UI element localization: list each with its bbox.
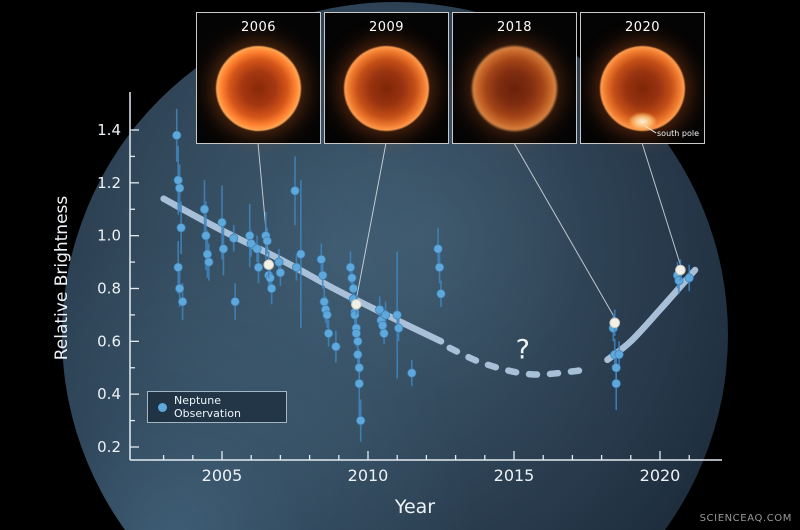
- x-tick-label: 2010: [348, 466, 389, 485]
- data-point: [614, 349, 624, 360]
- data-point: [246, 239, 256, 249]
- highlighted-data-point: [609, 317, 621, 329]
- data-point: [436, 289, 446, 299]
- data-point: [356, 416, 366, 426]
- inset-image-2018: 2018: [452, 12, 577, 144]
- data-point: [347, 273, 357, 283]
- data-point: [291, 262, 302, 272]
- inset-image-2006: 2006: [196, 12, 321, 144]
- data-point: [379, 328, 389, 338]
- data-point: [351, 328, 361, 338]
- x-tick-label: 2015: [494, 466, 535, 485]
- data-point: [331, 342, 341, 352]
- y-axis-title: Relative Brightness: [52, 195, 72, 361]
- watermark: SCIENCEAQ.COM: [699, 513, 792, 524]
- inset-year-label: 2020: [624, 20, 661, 35]
- data-point: [316, 254, 326, 264]
- highlighted-data-point: [675, 264, 686, 276]
- data-point: [217, 217, 227, 228]
- data-point: [230, 297, 240, 307]
- data-point: [218, 244, 229, 254]
- y-tick-label: 0.6: [97, 332, 121, 350]
- inset-connector-line: [641, 142, 681, 266]
- data-point: [324, 328, 334, 338]
- data-point: [178, 297, 188, 307]
- data-point: [173, 175, 183, 185]
- x-tick-label: 2020: [640, 466, 681, 485]
- data-point: [353, 349, 363, 360]
- highlighted-data-point: [351, 299, 362, 310]
- inset-connector-line: [355, 142, 387, 300]
- data-point: [434, 262, 445, 272]
- data-point: [394, 323, 404, 333]
- data-point: [290, 186, 300, 196]
- y-tick-label: 0.4: [97, 385, 121, 403]
- highlighted-data-point: [263, 259, 275, 271]
- data-point: [274, 257, 284, 267]
- data-point: [674, 276, 684, 286]
- data-point: [204, 257, 214, 267]
- legend: Neptune Observation: [147, 391, 287, 423]
- south-pole-bright-spot: [629, 113, 656, 130]
- data-point: [322, 310, 332, 320]
- y-tick-label: 0.2: [97, 438, 121, 456]
- inset-image-2009: 2009: [324, 12, 449, 144]
- data-point: [407, 368, 417, 378]
- data-point: [172, 130, 182, 140]
- data-point: [229, 233, 239, 243]
- data-point: [176, 223, 186, 233]
- x-axis-title: Year: [394, 496, 436, 518]
- y-tick-label: 0.8: [97, 280, 121, 298]
- data-point: [175, 183, 185, 193]
- data-point: [433, 244, 443, 254]
- legend-label: Neptune Observation: [174, 394, 241, 420]
- data-point: [611, 379, 621, 389]
- data-point: [245, 231, 255, 241]
- data-point: [265, 273, 275, 283]
- data-point: [319, 297, 329, 307]
- data-point: [380, 310, 391, 320]
- data-point: [353, 336, 363, 346]
- data-point: [253, 262, 264, 272]
- data-point: [275, 268, 285, 278]
- neptune-thermal-disk: [472, 46, 557, 131]
- data-point: [378, 320, 388, 331]
- data-point: [345, 262, 356, 272]
- legend-marker-icon: [158, 402, 167, 412]
- inset-connector-line: [513, 142, 616, 319]
- x-tick-label: 2005: [202, 466, 243, 485]
- data-point: [262, 236, 272, 246]
- data-point: [354, 363, 364, 373]
- data-point: [392, 310, 402, 320]
- y-tick-label: 1.0: [97, 227, 121, 245]
- inset-year-label: 2006: [240, 20, 277, 35]
- neptune-thermal-disk: [344, 46, 429, 131]
- data-point: [611, 363, 621, 373]
- trend-curve-dotted: [446, 344, 585, 378]
- data-point: [173, 262, 183, 272]
- data-point: [684, 273, 694, 283]
- y-tick-label: 1.4: [97, 121, 121, 139]
- data-point: [201, 231, 211, 241]
- data-point: [202, 249, 212, 259]
- data-point: [350, 310, 360, 320]
- data-point: [267, 283, 277, 294]
- data-point: [354, 379, 364, 389]
- data-point: [175, 283, 185, 294]
- data-point: [252, 244, 262, 254]
- y-tick-label: 1.2: [97, 174, 121, 192]
- data-point: [348, 283, 358, 294]
- question-mark-annotation: ?: [516, 335, 530, 366]
- data-point: [199, 204, 210, 214]
- data-point: [375, 305, 385, 315]
- inset-year-label: 2018: [496, 20, 533, 35]
- inset-image-2020: 2020 south pole: [580, 12, 705, 144]
- inset-year-label: 2009: [368, 20, 405, 35]
- data-point: [318, 270, 328, 280]
- south-pole-label: south pole: [657, 129, 699, 138]
- neptune-thermal-disk: [216, 46, 301, 131]
- data-point: [296, 249, 306, 259]
